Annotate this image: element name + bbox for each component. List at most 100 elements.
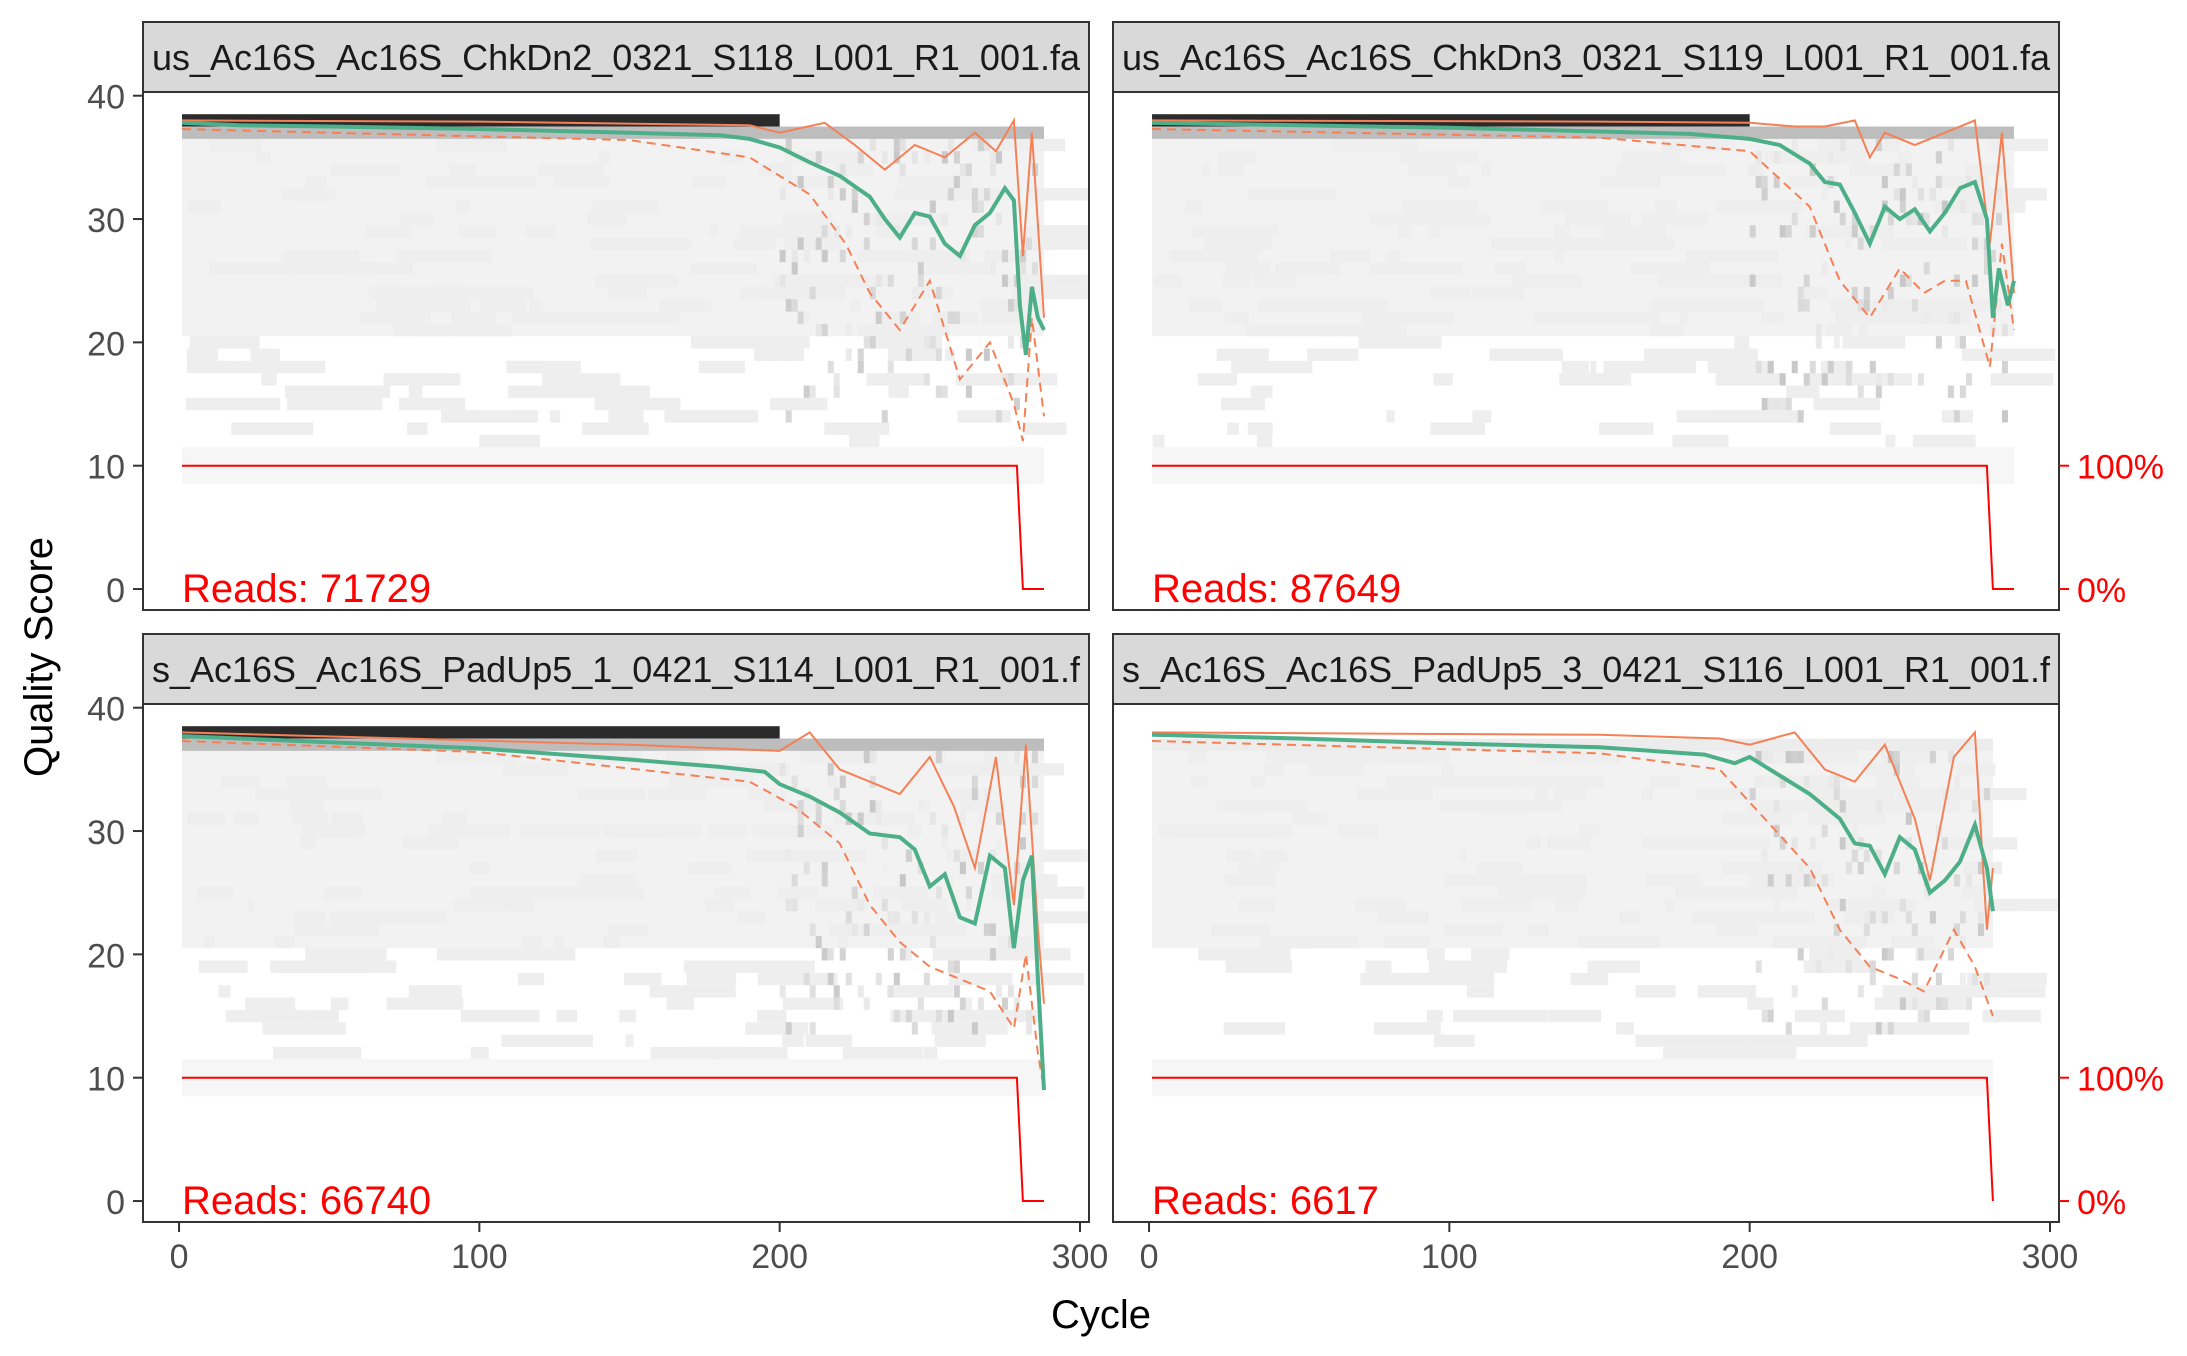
heatmap-cell bbox=[456, 323, 508, 337]
heatmap-cell bbox=[285, 385, 381, 398]
heatmap-cell bbox=[1821, 874, 1828, 887]
heatmap-cell bbox=[1755, 960, 1762, 973]
heatmap-cell bbox=[1911, 175, 1918, 189]
heatmap-cell bbox=[899, 948, 906, 961]
heatmap-cell bbox=[218, 985, 231, 998]
heatmap-cell bbox=[1023, 422, 1067, 435]
heatmap-cell bbox=[1977, 911, 1984, 924]
heatmap-cell bbox=[863, 997, 870, 1010]
heatmap-cell bbox=[1007, 373, 1014, 386]
heatmap-cell bbox=[771, 348, 790, 361]
right-axis: 100% 0% bbox=[2059, 449, 2164, 610]
heatmap-cell bbox=[1779, 775, 1786, 788]
heatmap-cell bbox=[1905, 911, 1912, 924]
heatmap-cell bbox=[1971, 972, 1978, 986]
heatmap-cell bbox=[1995, 299, 2002, 312]
heatmap-cell bbox=[1965, 373, 1972, 386]
heatmap-cell bbox=[1729, 274, 1783, 287]
heatmap-cell bbox=[1845, 360, 1852, 374]
heatmap-cell bbox=[1953, 775, 1960, 788]
heatmap-cell bbox=[714, 886, 750, 899]
heatmap-cell bbox=[1761, 311, 1784, 324]
heatmap-cell bbox=[526, 225, 556, 238]
heatmap-cell bbox=[1839, 138, 1846, 152]
heatmap-cell bbox=[977, 200, 984, 213]
heatmap-cell bbox=[1898, 151, 1912, 164]
heatmap-cell bbox=[1188, 299, 1223, 312]
heatmap-cell bbox=[1761, 397, 1768, 411]
heatmap-cell bbox=[297, 188, 336, 201]
heatmap-cell bbox=[1839, 212, 1846, 226]
heatmap-cell bbox=[857, 348, 864, 361]
heatmap-cell bbox=[1813, 397, 1881, 411]
heatmap-cell bbox=[1849, 1022, 1943, 1035]
heatmap-cell bbox=[983, 138, 990, 152]
heatmap-cell bbox=[582, 422, 649, 435]
heatmap-cell bbox=[2001, 410, 2008, 423]
heatmap-cell bbox=[1025, 1009, 1032, 1023]
heatmap-cell bbox=[983, 348, 990, 361]
heatmap-cell bbox=[406, 422, 428, 435]
heatmap-cell bbox=[965, 997, 972, 1010]
heatmap-cell bbox=[821, 323, 828, 337]
heatmap-cell bbox=[1619, 911, 1641, 924]
heatmap-cell bbox=[1987, 348, 2033, 361]
heatmap-cell bbox=[1815, 960, 1822, 973]
heatmap-cell bbox=[647, 787, 706, 801]
heatmap-cell bbox=[619, 1009, 637, 1023]
heatmap-cell bbox=[2001, 360, 2008, 374]
heatmap-cell bbox=[449, 163, 477, 176]
heatmap-cell bbox=[608, 923, 649, 936]
heatmap-cell bbox=[977, 812, 984, 825]
heatmap-cell bbox=[1013, 750, 1020, 764]
heatmap-cell bbox=[863, 750, 870, 764]
reads-count-label: Reads: 66740 bbox=[182, 1179, 431, 1223]
heatmap-cell bbox=[893, 972, 900, 986]
heatmap-cell bbox=[881, 898, 888, 912]
plot-area bbox=[143, 704, 1089, 1222]
heatmap-cell bbox=[1540, 200, 1609, 213]
heatmap-cell bbox=[1241, 274, 1251, 287]
heatmap-cell bbox=[441, 410, 480, 423]
heatmap-cell bbox=[664, 410, 753, 423]
heatmap-cell bbox=[857, 985, 864, 998]
heatmap-cell bbox=[923, 1046, 938, 1060]
heatmap-cell bbox=[1387, 249, 1401, 263]
heatmap-cell bbox=[1797, 299, 1804, 312]
heatmap-cell bbox=[1665, 1034, 1756, 1047]
heatmap-cell bbox=[977, 997, 984, 1010]
heatmap-cell bbox=[1977, 175, 1984, 189]
heatmap-cell bbox=[1914, 787, 1965, 801]
heatmap-cell bbox=[797, 800, 804, 813]
heatmap-cell bbox=[929, 237, 936, 250]
heatmap-cell bbox=[1989, 249, 1996, 263]
heatmap-cell bbox=[659, 299, 712, 312]
heatmap-cell bbox=[1603, 225, 1666, 238]
heatmap-cell bbox=[1559, 373, 1632, 386]
heatmap-cell bbox=[857, 151, 864, 164]
heatmap-cell bbox=[650, 1046, 722, 1060]
heatmap-cell bbox=[827, 188, 834, 201]
heatmap-cell bbox=[1303, 299, 1324, 312]
heatmap-cell bbox=[1527, 923, 1549, 936]
heatmap-cell bbox=[1923, 262, 1930, 275]
heatmap-cell bbox=[737, 911, 766, 924]
heatmap-cell bbox=[1510, 874, 1587, 887]
heatmap-cell bbox=[566, 948, 575, 961]
heatmap-cell bbox=[881, 274, 888, 287]
heatmap-cell bbox=[1803, 960, 1810, 973]
heatmap-cell bbox=[400, 212, 435, 226]
heatmap-cell bbox=[1426, 1009, 1443, 1023]
heatmap-cell bbox=[1917, 948, 1924, 961]
heatmap-cell bbox=[289, 800, 325, 813]
heatmap-cell bbox=[824, 422, 890, 435]
heatmap-cell bbox=[1225, 874, 1276, 887]
heatmap-cell bbox=[875, 311, 921, 324]
mean-quality-line bbox=[1151, 732, 1995, 912]
heatmap-cell bbox=[1797, 750, 1804, 764]
heatmap-cell bbox=[923, 373, 930, 386]
heatmap-cell bbox=[1216, 348, 1269, 361]
heatmap-cell bbox=[805, 1034, 852, 1047]
heatmap-cell bbox=[1947, 385, 1954, 398]
heatmap-cell bbox=[1779, 373, 1786, 386]
